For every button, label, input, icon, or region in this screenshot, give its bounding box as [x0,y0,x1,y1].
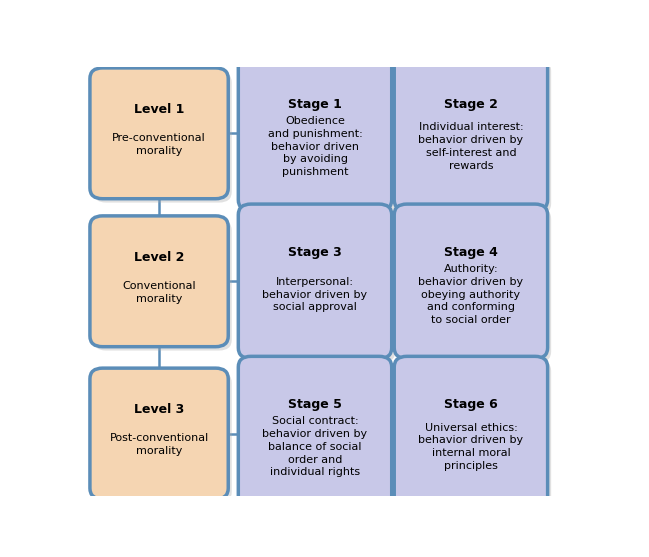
FancyBboxPatch shape [238,56,392,211]
FancyBboxPatch shape [90,68,228,199]
FancyBboxPatch shape [242,360,395,515]
FancyBboxPatch shape [238,204,392,359]
FancyBboxPatch shape [394,356,548,511]
FancyBboxPatch shape [238,356,392,511]
Text: Post-conventional
morality: Post-conventional morality [110,433,209,456]
Text: Conventional
morality: Conventional morality [122,281,196,304]
FancyBboxPatch shape [93,220,232,350]
FancyBboxPatch shape [242,60,395,214]
FancyBboxPatch shape [394,56,548,211]
Text: Interpersonal:
behavior driven by
social approval: Interpersonal: behavior driven by social… [262,277,367,312]
FancyBboxPatch shape [90,216,228,346]
Text: Social contract:
behavior driven by
balance of social
order and
individual right: Social contract: behavior driven by bala… [262,416,367,477]
Text: Level 1: Level 1 [134,102,184,116]
FancyBboxPatch shape [394,204,548,359]
FancyBboxPatch shape [398,360,551,515]
Text: Pre-conventional
morality: Pre-conventional morality [112,133,206,155]
Text: Stage 3: Stage 3 [288,246,342,258]
Text: Obedience
and punishment:
behavior driven
by avoiding
punishment: Obedience and punishment: behavior drive… [267,116,362,177]
Text: Authority:
behavior driven by
obeying authority
and conforming
to social order: Authority: behavior driven by obeying au… [419,264,524,325]
FancyBboxPatch shape [398,60,551,214]
FancyBboxPatch shape [93,72,232,203]
Text: Stage 2: Stage 2 [444,97,498,111]
Text: Stage 1: Stage 1 [288,97,342,111]
Text: Universal ethics:
behavior driven by
internal moral
principles: Universal ethics: behavior driven by int… [419,423,524,471]
Text: Level 2: Level 2 [134,251,184,263]
FancyBboxPatch shape [90,368,228,499]
Text: Level 3: Level 3 [134,403,184,416]
FancyBboxPatch shape [242,208,395,363]
FancyBboxPatch shape [93,372,232,503]
Text: Stage 6: Stage 6 [444,398,498,411]
FancyBboxPatch shape [398,208,551,363]
Text: Individual interest:
behavior driven by
self-interest and
rewards: Individual interest: behavior driven by … [419,123,524,171]
Text: Stage 4: Stage 4 [444,246,498,258]
Text: Stage 5: Stage 5 [288,398,342,411]
